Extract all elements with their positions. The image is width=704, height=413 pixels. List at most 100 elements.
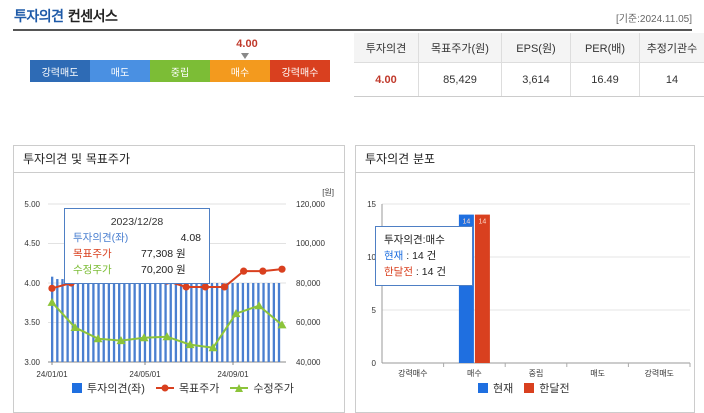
td-opinion: 4.00 xyxy=(354,62,419,97)
legend-triangle-icon xyxy=(230,383,249,393)
opinion-bar xyxy=(210,283,214,362)
x-tick: 24/01/01 xyxy=(36,370,68,379)
opinion-bar xyxy=(246,283,250,362)
x-category-label: 강력매수 xyxy=(398,368,427,378)
scale-sell: 매도 xyxy=(90,60,150,82)
title-main: 투자의견 xyxy=(14,9,64,25)
tooltip-label: 수정주가 xyxy=(73,264,112,276)
opinion-bar xyxy=(226,283,229,362)
opinion-marker-value: 4.00 xyxy=(236,38,258,50)
adjusted-price-point xyxy=(116,336,126,345)
date-note: [기준:2024.11.05] xyxy=(615,14,692,25)
opinion-bar xyxy=(205,283,208,362)
tooltip-label: 목표주가 xyxy=(73,248,112,260)
distribution-tooltip: 투자의견:매수 현재 : 14 건 한달전 : 14 건 xyxy=(375,226,473,286)
opinion-bar xyxy=(133,283,136,362)
y-left-tick: 3.50 xyxy=(24,318,40,327)
x-tick: 24/09/01 xyxy=(217,370,249,379)
opinion-bar xyxy=(123,283,126,362)
bar-value-label: 14 xyxy=(463,219,471,226)
divider xyxy=(13,29,692,31)
opinion-bar xyxy=(179,283,183,362)
tooltip-value: 70,200 원 xyxy=(141,264,186,276)
y-left-tick: 4.50 xyxy=(24,239,40,248)
target-price-point xyxy=(201,283,209,291)
opinion-bar xyxy=(169,283,172,362)
adjusted-price-point xyxy=(47,297,57,306)
td-per: 16.49 xyxy=(570,62,640,97)
panel-title: 투자의견 분포 xyxy=(356,146,694,173)
panel-title: 투자의견 및 목표주가 xyxy=(14,146,344,173)
td-institutions: 14 xyxy=(639,62,704,97)
opinion-marker-icon xyxy=(241,53,249,59)
legend-label: 목표주가 xyxy=(178,383,220,395)
opinion-bar xyxy=(231,283,234,362)
adjusted-price-point xyxy=(93,334,103,343)
y-right-tick: 100,000 xyxy=(296,239,325,248)
legend-label: 투자의견(좌) xyxy=(87,383,145,395)
opinion-bar xyxy=(118,283,121,362)
th-target-price: 목표주가(원) xyxy=(418,33,502,63)
left-legend: 투자의견(좌) 목표주가 수정주가 xyxy=(72,380,294,396)
adjusted-price-point xyxy=(254,301,264,310)
opinion-bar xyxy=(215,283,219,362)
opinion-bar xyxy=(272,283,276,362)
opinion-bar xyxy=(143,283,147,362)
tooltip-value: : 14 건 xyxy=(406,250,437,262)
y-tick: 15 xyxy=(367,200,376,209)
target-price-point xyxy=(240,267,248,275)
opinion-bar xyxy=(185,283,188,362)
legend-label: 한달전 xyxy=(539,383,570,395)
opinion-bar xyxy=(257,283,260,362)
y-right-tick: 120,000 xyxy=(296,200,325,209)
tooltip-line: 투자의견(좌) 4.08 xyxy=(73,230,201,246)
tooltip-line: 한달전 : 14 건 xyxy=(384,264,464,280)
opinion-bar xyxy=(128,283,131,362)
opinion-bar xyxy=(102,283,105,362)
opinion-bar xyxy=(138,283,141,362)
opinion-bar xyxy=(87,283,90,362)
tooltip-value: 77,308 원 xyxy=(141,248,186,260)
opinion-bar xyxy=(92,283,95,362)
opinion-bar xyxy=(148,283,152,362)
tooltip-value: 4.08 xyxy=(180,232,201,244)
adjusted-price-point xyxy=(277,320,287,329)
td-eps: 3,614 xyxy=(501,62,571,97)
opinion-bar xyxy=(71,279,74,362)
tooltip-line: 수정주가 70,200 원 xyxy=(73,262,201,278)
opinion-bar xyxy=(56,279,59,362)
th-eps: EPS(원) xyxy=(501,33,571,63)
opinion-bar xyxy=(262,283,265,362)
x-category-label: 매도 xyxy=(590,369,605,378)
y-right-tick: 40,000 xyxy=(296,358,321,367)
adjusted-price-point xyxy=(162,332,172,341)
scale-buy: 매수 xyxy=(210,60,270,82)
title-sub: 컨센서스 xyxy=(67,9,118,25)
tooltip-label: 투자의견(좌) xyxy=(73,232,129,244)
bar-value-label: 14 xyxy=(479,219,487,226)
adjusted-price-point xyxy=(208,343,218,352)
y-left-tick: 3.00 xyxy=(24,358,40,367)
opinion-bar xyxy=(200,283,203,362)
legend-swatch xyxy=(524,383,535,393)
opinion-bar xyxy=(107,283,111,362)
target-price-point xyxy=(48,284,56,292)
right-legend: 현재 한달전 xyxy=(478,380,570,396)
tooltip-line: 현재 : 14 건 xyxy=(384,248,464,264)
th-opinion: 투자의견 xyxy=(354,33,419,63)
opinion-bar xyxy=(252,283,255,362)
legend-label: 수정주가 xyxy=(253,383,294,395)
opinion-bar xyxy=(51,276,54,362)
opinion-bar xyxy=(61,279,64,362)
target-price-point xyxy=(182,283,190,291)
chart-tooltip: 2023/12/28 투자의견(좌) 4.08 목표주가 77,308 원 수정… xyxy=(64,208,210,284)
y-tick: 0 xyxy=(372,359,377,368)
opinion-scale: 강력매도 매도 중립 매수 강력매수 xyxy=(30,60,330,82)
adjusted-price-point xyxy=(231,309,241,318)
table-header-row: 투자의견 목표주가(원) EPS(원) PER(배) 추정기관수 xyxy=(354,33,704,63)
tooltip-line: 목표주가 77,308 원 xyxy=(73,246,201,262)
legend-label: 현재 xyxy=(493,383,514,395)
opinion-bar xyxy=(76,283,80,362)
y-tick: 5 xyxy=(372,306,377,315)
